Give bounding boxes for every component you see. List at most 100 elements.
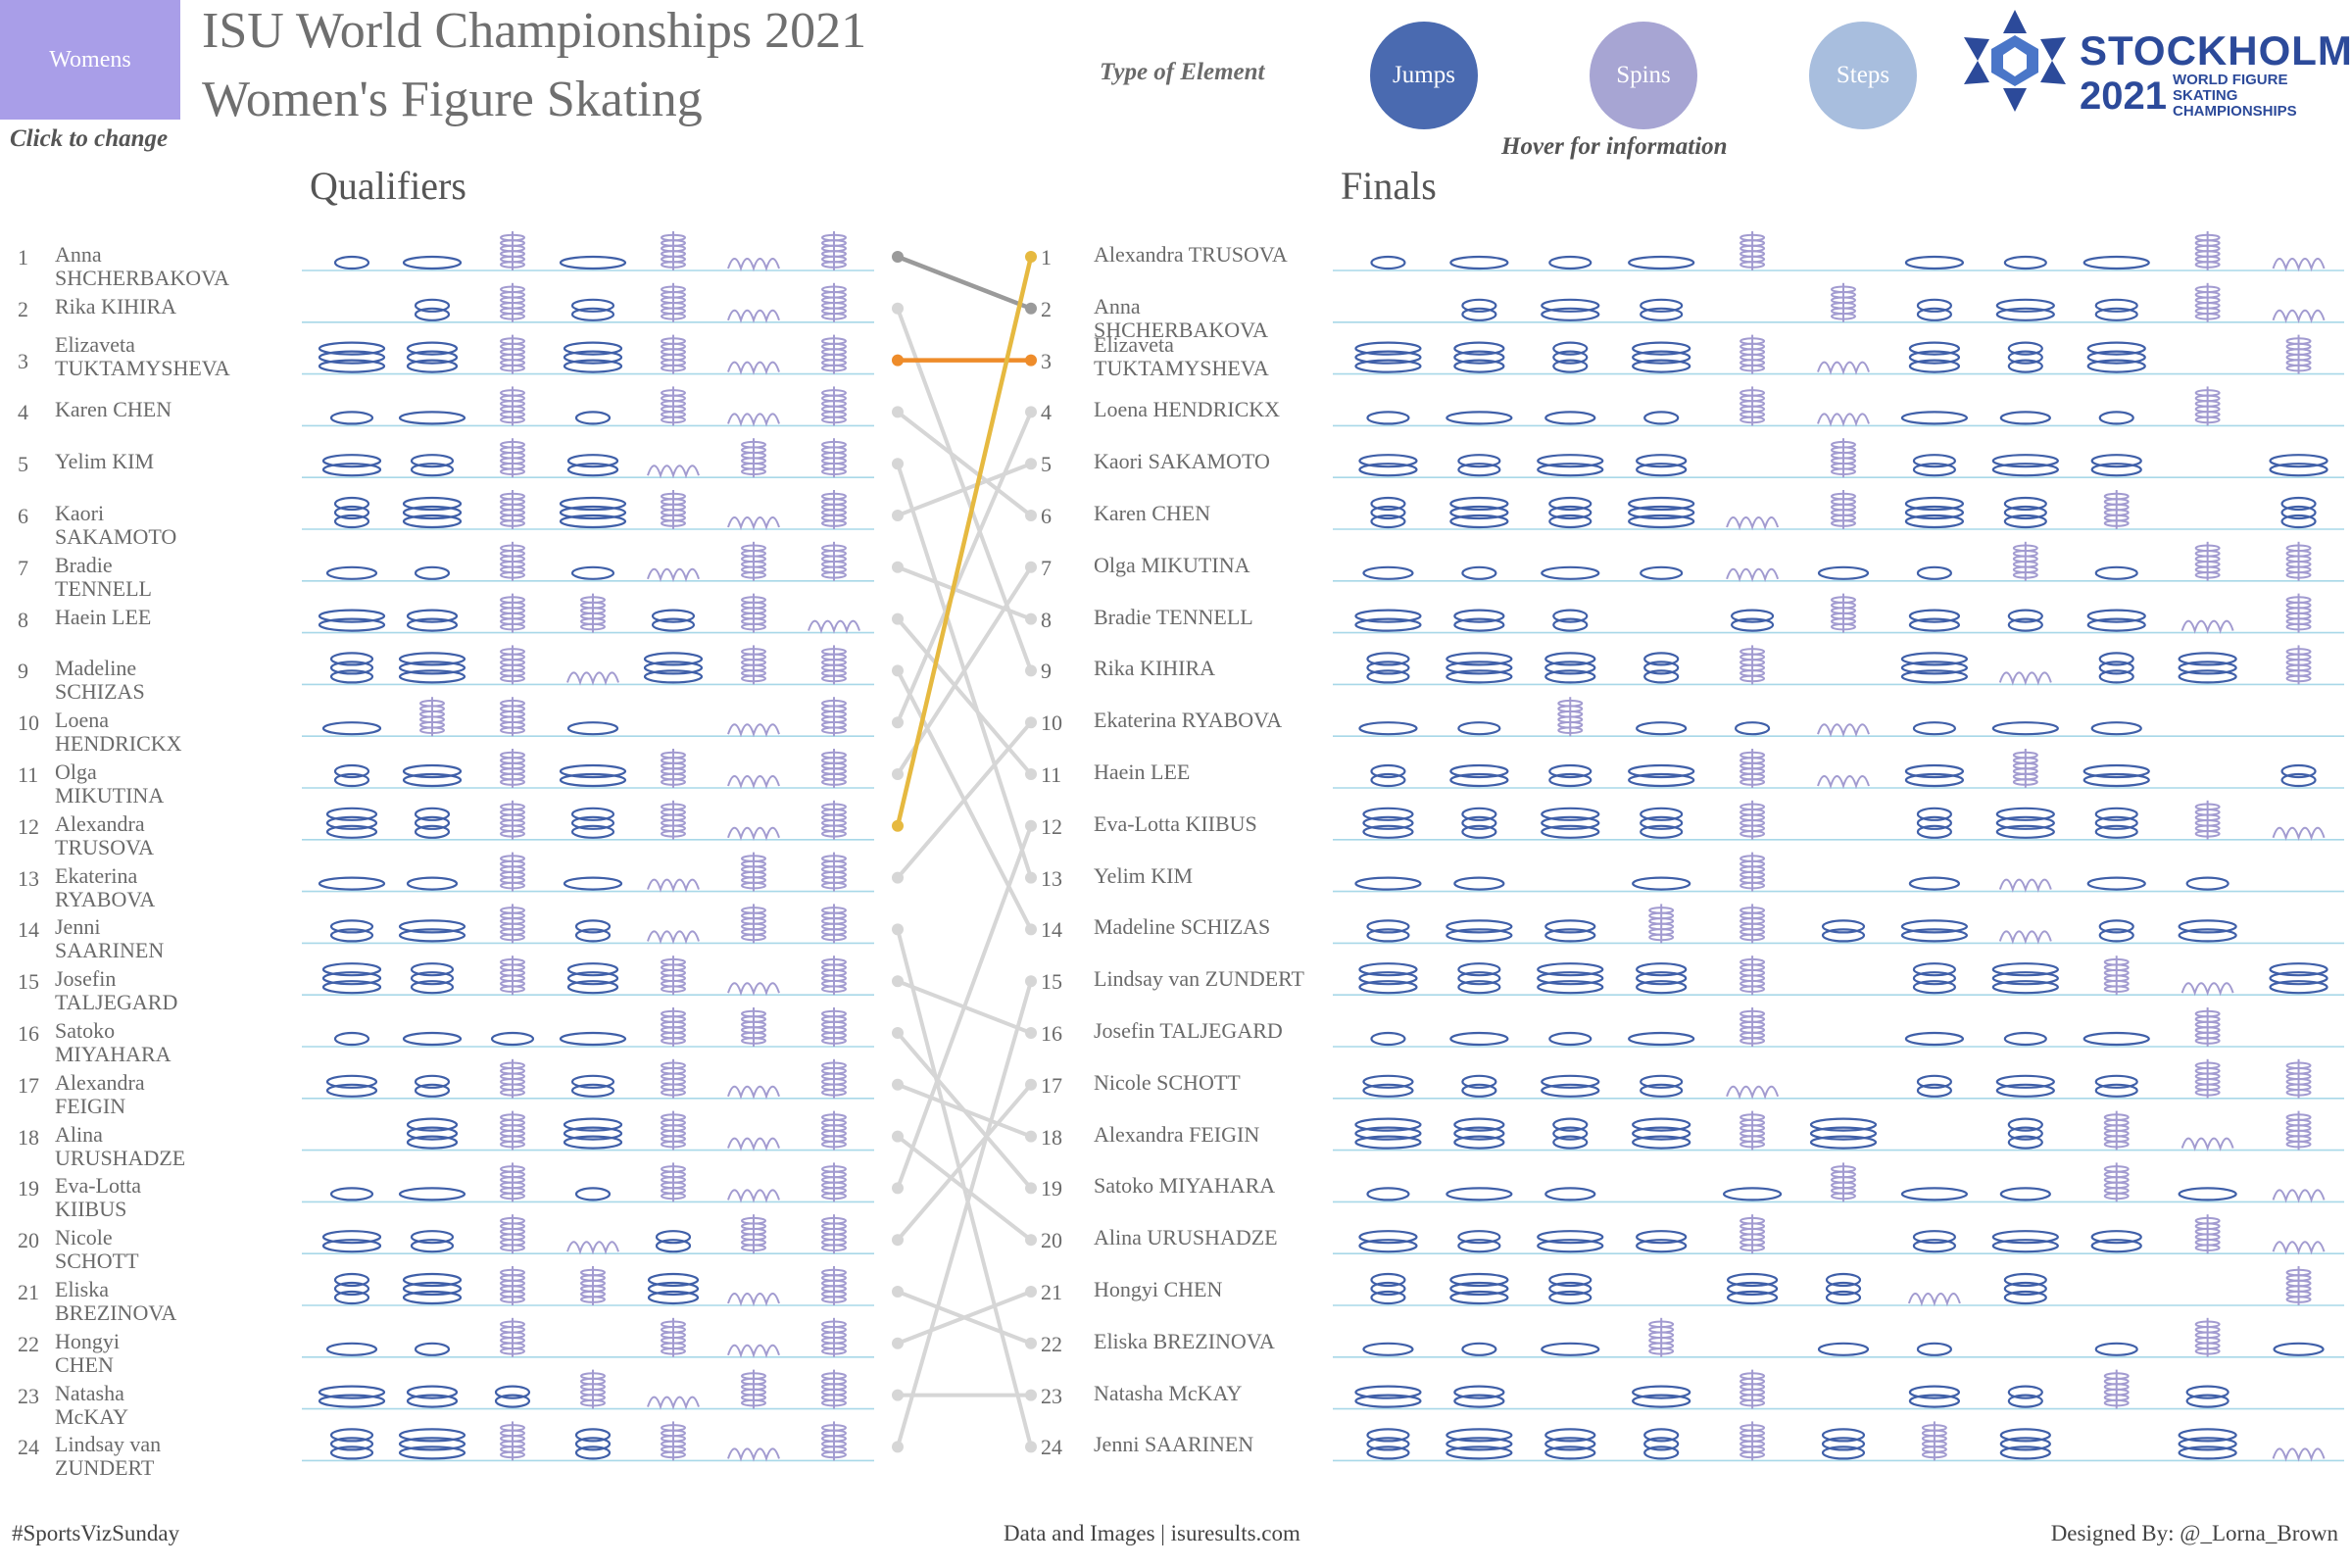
qualifier-skater-name[interactable]: Haein LEE <box>55 604 152 629</box>
jump-element-mark[interactable] <box>2007 1385 2043 1408</box>
spin-element-mark[interactable] <box>419 697 445 737</box>
spin-element-mark[interactable] <box>2194 800 2221 840</box>
jump-element-mark[interactable] <box>2178 1187 2237 1201</box>
step-element-mark[interactable] <box>1907 1293 1961 1307</box>
step-element-mark[interactable] <box>727 1344 780 1359</box>
step-element-mark[interactable] <box>566 1241 619 1255</box>
jump-element-mark[interactable] <box>1366 1428 1410 1460</box>
spin-element-mark[interactable] <box>661 231 686 270</box>
spin-element-mark[interactable] <box>500 1317 525 1357</box>
spin-element-mark[interactable] <box>500 852 525 892</box>
final-skater-name[interactable]: Madeline SCHIZAS <box>1094 914 1271 940</box>
spin-element-mark[interactable] <box>821 1266 847 1305</box>
spin-element-mark[interactable] <box>821 697 847 737</box>
spin-element-mark[interactable] <box>821 1110 847 1151</box>
spin-element-mark[interactable] <box>2194 386 2221 426</box>
jump-element-mark[interactable] <box>2007 1117 2043 1150</box>
jump-element-mark[interactable] <box>398 652 466 684</box>
spin-element-mark[interactable] <box>1831 490 1856 529</box>
spin-element-mark[interactable] <box>821 852 847 892</box>
step-element-mark[interactable] <box>1817 413 1870 427</box>
spin-element-mark[interactable] <box>821 282 847 322</box>
step-element-mark[interactable] <box>1726 1085 1780 1101</box>
qualifier-skater-name[interactable]: Karen CHEN <box>55 397 172 422</box>
jump-element-mark[interactable] <box>2178 1428 2237 1460</box>
spin-element-mark[interactable] <box>2194 1058 2221 1099</box>
jump-element-mark[interactable] <box>1628 255 1695 270</box>
legend-spins-button[interactable]: Spins <box>1590 22 1697 129</box>
jump-element-mark[interactable] <box>410 962 455 995</box>
final-skater-name[interactable]: Eliska BREZINOVA <box>1094 1328 1275 1353</box>
jump-element-mark[interactable] <box>414 1074 451 1098</box>
qualifier-skater-name[interactable]: Eliska BREZINOVA <box>55 1277 177 1325</box>
jump-element-mark[interactable] <box>1991 1230 2059 1253</box>
jump-element-mark[interactable] <box>1544 411 1596 425</box>
jump-element-mark[interactable] <box>655 1230 692 1253</box>
jump-element-mark[interactable] <box>1900 411 1969 425</box>
jump-element-mark[interactable] <box>563 876 623 891</box>
step-element-mark[interactable] <box>727 723 780 738</box>
jump-element-mark[interactable] <box>1541 1074 1600 1098</box>
jump-element-mark[interactable] <box>1991 962 2059 995</box>
jump-element-mark[interactable] <box>321 721 382 736</box>
jump-element-mark[interactable] <box>570 565 615 580</box>
step-element-mark[interactable] <box>647 930 700 945</box>
jump-element-mark[interactable] <box>2185 876 2230 891</box>
qualifier-skater-name[interactable]: Lindsay van ZUNDERT <box>55 1432 162 1481</box>
step-element-mark[interactable] <box>727 361 780 375</box>
jump-element-mark[interactable] <box>2086 876 2146 891</box>
jump-element-mark[interactable] <box>1358 454 1418 477</box>
jump-element-mark[interactable] <box>2003 496 2047 529</box>
jump-element-mark[interactable] <box>1821 1428 1866 1460</box>
jump-element-mark[interactable] <box>1541 298 1600 321</box>
step-element-mark[interactable] <box>727 1293 780 1307</box>
spin-element-mark[interactable] <box>1740 1369 1766 1409</box>
spin-element-mark[interactable] <box>821 904 847 944</box>
spin-element-mark[interactable] <box>500 593 525 633</box>
final-skater-name[interactable]: Alina URUSHADZE <box>1094 1225 1278 1250</box>
jump-element-mark[interactable] <box>1904 763 1965 788</box>
jump-element-mark[interactable] <box>325 565 378 580</box>
jump-element-mark[interactable] <box>1912 1230 1957 1253</box>
jump-element-mark[interactable] <box>398 1428 466 1460</box>
jump-element-mark[interactable] <box>1457 962 1501 995</box>
jump-element-mark[interactable] <box>321 1230 382 1253</box>
jump-element-mark[interactable] <box>321 962 382 995</box>
jump-element-mark[interactable] <box>318 609 386 632</box>
jump-element-mark[interactable] <box>1449 1031 1509 1047</box>
jump-element-mark[interactable] <box>333 763 370 788</box>
spin-element-mark[interactable] <box>500 697 525 737</box>
jump-element-mark[interactable] <box>402 255 463 270</box>
jump-element-mark[interactable] <box>329 1428 374 1460</box>
jump-element-mark[interactable] <box>325 807 378 839</box>
jump-element-mark[interactable] <box>1453 876 1505 891</box>
jump-element-mark[interactable] <box>1628 763 1695 788</box>
spin-element-mark[interactable] <box>741 645 766 685</box>
jump-element-mark[interactable] <box>1636 454 1688 477</box>
jump-element-mark[interactable] <box>325 1342 378 1356</box>
jump-element-mark[interactable] <box>1446 919 1513 943</box>
step-element-mark[interactable] <box>727 413 780 427</box>
spin-element-mark[interactable] <box>500 749 525 788</box>
jump-element-mark[interactable] <box>1628 496 1695 529</box>
qualifier-skater-name[interactable]: Loena HENDRICKX <box>55 708 182 757</box>
spin-element-mark[interactable] <box>500 800 525 840</box>
jump-element-mark[interactable] <box>318 341 386 373</box>
spin-element-mark[interactable] <box>2103 1110 2130 1151</box>
jump-element-mark[interactable] <box>1358 1230 1418 1253</box>
jump-element-mark[interactable] <box>1366 411 1410 425</box>
jump-element-mark[interactable] <box>1636 721 1688 736</box>
step-element-mark[interactable] <box>1998 930 2052 945</box>
jump-element-mark[interactable] <box>1453 1117 1505 1150</box>
spin-element-mark[interactable] <box>661 334 686 374</box>
step-element-mark[interactable] <box>647 1396 700 1410</box>
jump-element-mark[interactable] <box>2185 1385 2230 1408</box>
spin-element-mark[interactable] <box>821 1317 847 1357</box>
step-element-mark[interactable] <box>1726 567 1780 583</box>
jump-element-mark[interactable] <box>2094 807 2138 839</box>
spin-element-mark[interactable] <box>580 593 606 633</box>
step-element-mark[interactable] <box>566 671 619 686</box>
spin-element-mark[interactable] <box>741 1369 766 1409</box>
jump-element-mark[interactable] <box>414 298 451 321</box>
step-element-mark[interactable] <box>2272 1447 2326 1462</box>
